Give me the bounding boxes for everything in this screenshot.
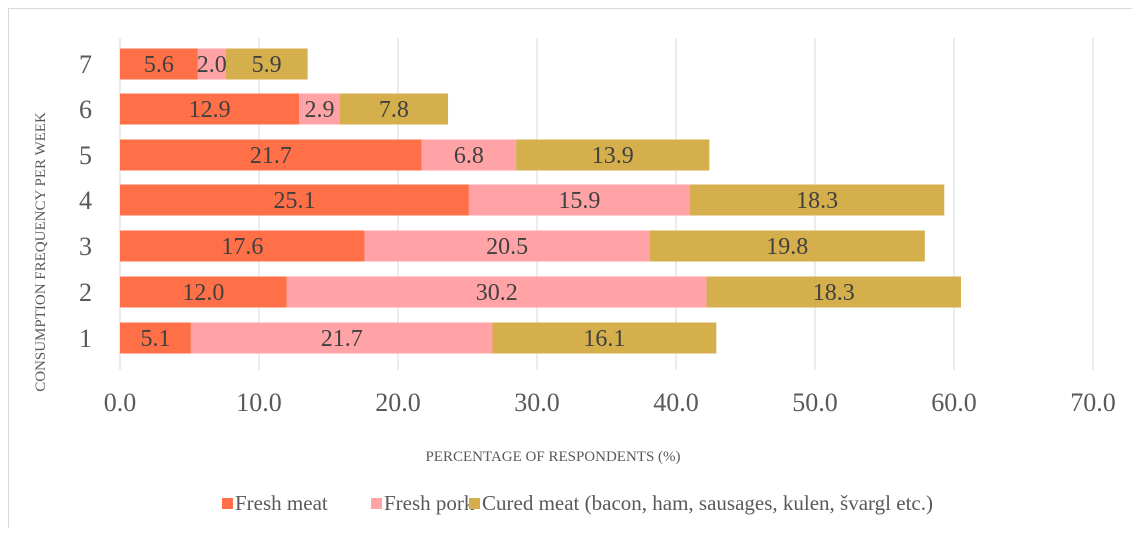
data-label: 20.5 [486,234,528,260]
legend-swatch [222,498,233,509]
x-tick-labels: 0.0 10.0 20.0 30.0 40.0 50.0 60.0 70.0 [104,388,1116,417]
data-label: 18.3 [813,280,855,306]
y-tick-labels: 1 2 3 4 5 6 7 [79,50,92,353]
data-label: 12.9 [189,97,231,123]
x-tick-label: 70.0 [1070,388,1116,417]
data-label: 12.0 [182,280,224,306]
x-tick-label: 20.0 [375,388,421,417]
bar-segment [649,230,925,262]
y-tick-label: 5 [79,141,92,170]
data-label: 30.2 [476,280,518,306]
bar-segment [120,276,287,308]
x-tick-label: 50.0 [792,388,838,417]
data-label: 16.1 [583,326,625,352]
data-label: 19.8 [766,234,808,260]
legend-label: Cured meat (bacon, ham, sausages, kulen,… [482,491,933,515]
bar-segment [689,184,945,216]
data-label: 5.6 [144,52,174,78]
data-label: 5.1 [140,326,170,352]
bar-segment [120,48,198,80]
data-label: 2.0 [197,52,227,78]
bar-segment [120,322,191,354]
y-tick-label: 6 [79,95,92,124]
bar-segment [492,322,717,354]
data-label: 21.7 [250,143,292,169]
x-tick-label: 40.0 [653,388,699,417]
bar-segment [339,93,449,125]
bar-segment [364,230,650,262]
bar-segment [706,276,961,308]
data-label: 21.7 [321,326,363,352]
data-label: 18.3 [796,188,838,214]
y-tick-label: 3 [79,232,92,261]
bar-segment [197,48,226,80]
bar-segment [299,93,340,125]
y-tick-label: 2 [79,278,92,307]
x-tick-label: 10.0 [236,388,282,417]
bar-segment [286,276,707,308]
data-label: 7.8 [379,97,409,123]
bar-segment [120,93,300,125]
bars [120,48,961,354]
bar-segment [190,322,493,354]
y-axis-title: CONSUMPTION FREQUENCY PER WEEK [33,112,49,392]
legend-label: Fresh pork [384,491,475,515]
data-label: 6.8 [454,143,484,169]
bar-segment [421,139,517,171]
chart-frame [8,8,1132,528]
data-label: 2.9 [304,97,334,123]
bar-segment [120,139,422,171]
x-tick-label: 30.0 [514,388,560,417]
bar-segment [120,184,469,216]
data-label: 15.9 [558,188,600,214]
legend: Fresh meat Fresh pork Cured meat (bacon, h… [222,491,933,515]
y-tick-label: 4 [79,186,92,215]
bar-segment [516,139,710,171]
data-label: 17.6 [221,234,263,260]
legend-label: Fresh meat [235,491,328,515]
bar-segment [468,184,690,216]
data-labels: 5.1 21.7 16.1 12.0 30.2 18.3 17.6 20.5 19.8 25.1 1… [140,52,854,352]
legend-swatch [469,498,480,509]
data-label: 5.9 [252,52,282,78]
x-tick-label: 0.0 [104,388,137,417]
data-label: 25.1 [273,188,315,214]
x-tick-label: 60.0 [931,388,977,417]
data-label: 13.9 [592,143,634,169]
y-tick-label: 7 [79,50,92,79]
bar-segment [225,48,308,80]
x-axis-title: PERCENTAGE OF RESPONDENTS (%) [425,449,680,465]
bar-segment [120,230,365,262]
y-tick-label: 1 [79,324,92,353]
legend-swatch [371,498,382,509]
